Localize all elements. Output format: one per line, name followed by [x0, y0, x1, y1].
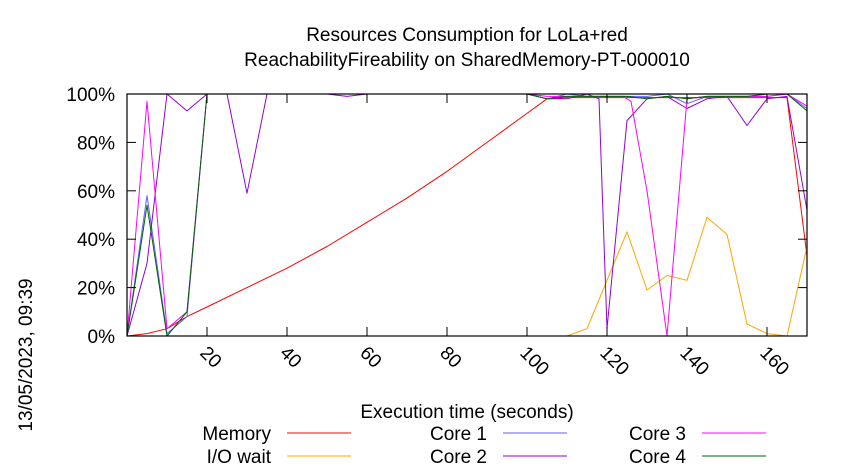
- series-line-core-1: [126, 93, 808, 337]
- x-tick-label: 160: [755, 343, 792, 380]
- y-tick-label: 60%: [77, 182, 115, 203]
- series-line-core-2: [126, 93, 808, 337]
- y-tick-label: 40%: [77, 230, 115, 251]
- x-tick-label: 60: [355, 343, 385, 373]
- x-tick-label: 80: [435, 343, 465, 373]
- x-axis-label: Execution time (seconds): [360, 402, 573, 423]
- series-line-core-4: [126, 93, 808, 337]
- legend-label: Core 4: [629, 447, 686, 468]
- x-tick-label: 140: [675, 343, 712, 380]
- y-tick-label: 100%: [66, 85, 115, 106]
- y-tick-label: 80%: [77, 133, 115, 154]
- plot-frame: [126, 93, 808, 337]
- series-line-core-3: [126, 93, 808, 337]
- x-tick-label: 40: [275, 343, 305, 373]
- y-tick-label: 0%: [88, 327, 116, 348]
- chart-title: Resources Consumption for LoLa+red: [306, 25, 628, 46]
- x-tick-label: 120: [595, 343, 632, 380]
- series-line-i-o-wait: [127, 216, 808, 337]
- x-tick-label: 20: [195, 343, 225, 373]
- series-layer: [126, 93, 808, 337]
- legend-label: I/O wait: [207, 447, 272, 468]
- legend-label: Memory: [202, 424, 271, 445]
- series-line-memory: [126, 97, 808, 337]
- legend-label: Core 2: [430, 447, 487, 468]
- x-tick-label: 100: [515, 343, 552, 380]
- y-tick-label: 20%: [77, 279, 115, 300]
- legend-label: Core 1: [430, 424, 487, 445]
- chart-subtitle: ReachabilityFireability on SharedMemory-…: [244, 50, 690, 71]
- legend-label: Core 3: [629, 424, 686, 445]
- timestamp-label: 13/05/2023, 09:39: [16, 278, 37, 431]
